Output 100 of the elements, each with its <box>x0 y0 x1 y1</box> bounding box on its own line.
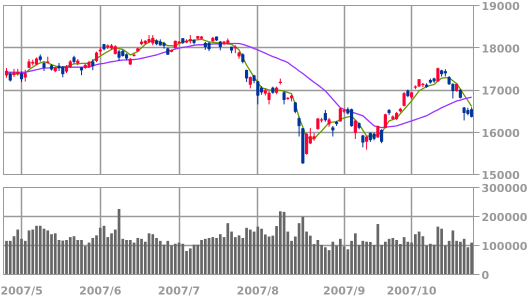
bar <box>166 240 170 274</box>
bar <box>208 238 210 274</box>
bar <box>148 233 150 274</box>
bar <box>256 226 260 274</box>
bar <box>204 238 207 274</box>
bar <box>72 236 76 274</box>
candlestick <box>61 65 64 78</box>
bar <box>181 244 184 274</box>
bar <box>31 230 34 274</box>
bar <box>136 238 140 274</box>
bar <box>414 234 417 274</box>
bar <box>50 234 53 274</box>
x-tick-label: 2007/7 <box>158 284 200 298</box>
candlestick <box>402 92 406 107</box>
bar <box>28 230 30 274</box>
candlestick <box>316 117 320 130</box>
bar <box>470 242 473 274</box>
x-tick-label: 2007/9 <box>322 284 366 298</box>
candlestick <box>384 113 387 129</box>
bar <box>301 216 304 274</box>
bar <box>140 238 143 274</box>
candlestick <box>324 109 327 122</box>
bar <box>158 240 162 274</box>
bar <box>35 226 38 274</box>
bar <box>392 238 394 274</box>
bar <box>316 240 320 274</box>
bar <box>462 238 466 274</box>
candlestick <box>114 44 117 56</box>
candlestick <box>436 67 440 82</box>
x-tick-label: 2007/6 <box>79 284 122 298</box>
candlestick <box>380 128 384 144</box>
bar <box>361 240 364 274</box>
bar <box>368 242 372 274</box>
candlestick <box>361 134 364 148</box>
bar <box>162 244 166 274</box>
y-tick-label: 300000 <box>482 182 528 195</box>
bar <box>211 237 214 274</box>
bar <box>110 233 113 274</box>
bar <box>376 224 380 274</box>
bar <box>76 240 80 274</box>
bar <box>308 236 312 274</box>
candlestick <box>350 108 354 128</box>
candlestick <box>24 69 27 82</box>
candlestick <box>42 61 46 72</box>
bar <box>38 226 42 274</box>
candlestick <box>268 90 271 105</box>
bar <box>365 242 368 274</box>
bar <box>61 240 64 274</box>
bar <box>68 237 72 274</box>
bar <box>125 240 128 274</box>
x-tick-label: 2007/10 <box>386 284 437 298</box>
bar <box>260 228 263 274</box>
bar <box>118 208 120 274</box>
bar <box>354 233 357 274</box>
bar <box>324 247 327 274</box>
bar <box>338 238 342 274</box>
candlestick <box>94 51 98 63</box>
y-tick-label: 15000 <box>482 169 520 182</box>
bar <box>245 228 248 274</box>
bar <box>46 230 50 274</box>
bar <box>402 237 406 274</box>
y-tick-label: 18000 <box>482 42 520 56</box>
bar <box>268 236 270 274</box>
candlestick <box>207 41 211 52</box>
bar <box>278 211 282 274</box>
candlestick <box>458 88 462 99</box>
bar <box>238 235 240 274</box>
candlestick <box>376 124 380 138</box>
candlestick <box>4 68 8 78</box>
bar <box>384 242 387 274</box>
x-tick-label: 2007/8 <box>236 284 279 298</box>
candlestick <box>248 76 252 89</box>
candlestick <box>282 90 286 105</box>
y-tick-label: 17000 <box>482 84 520 98</box>
bar <box>418 232 420 274</box>
bar <box>459 242 462 274</box>
bar <box>151 234 154 274</box>
y-tick-label: 19000 <box>482 0 520 13</box>
bar <box>200 240 203 274</box>
bar <box>155 238 158 274</box>
bar <box>16 230 20 274</box>
bar <box>215 238 218 274</box>
bar <box>188 248 192 274</box>
bar <box>178 242 180 274</box>
candlestick <box>241 52 244 64</box>
bar <box>42 228 46 274</box>
candlestick <box>117 49 121 62</box>
candlestick <box>354 119 357 140</box>
y-tick-label: 0 <box>482 269 490 282</box>
candlestick <box>305 132 308 156</box>
bar <box>282 212 286 274</box>
y-tick-label: 16000 <box>482 126 520 140</box>
bar <box>65 240 68 274</box>
bar <box>128 240 132 274</box>
bar <box>436 226 440 274</box>
bar <box>226 223 230 274</box>
bar <box>174 244 177 274</box>
candlestick <box>20 70 24 82</box>
candlestick <box>368 132 372 142</box>
candlestick <box>151 34 154 46</box>
